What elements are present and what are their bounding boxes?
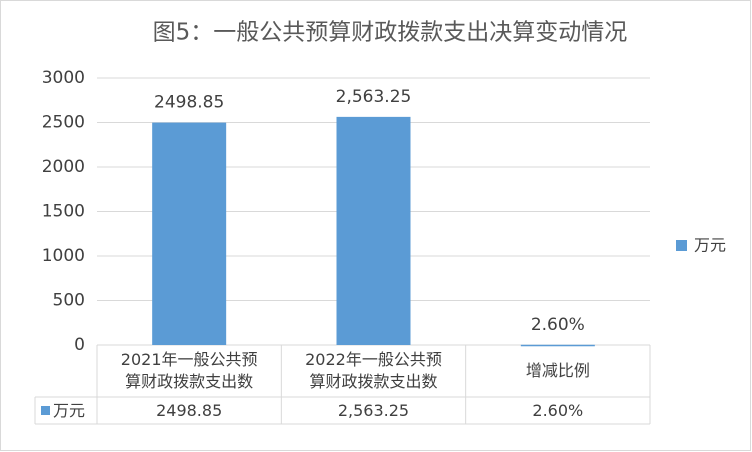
bar [152, 122, 227, 345]
category-label: 增减比例 [525, 361, 590, 380]
y-tick-label: 500 [53, 291, 85, 311]
chart-title: 图5：一般公共预算财政拨款支出决算变动情况 [153, 20, 628, 46]
y-tick-label: 2500 [42, 113, 85, 133]
data-label: 2498.85 [154, 93, 224, 113]
table-value: 2,563.25 [337, 400, 410, 420]
y-tick-label: 1500 [42, 202, 85, 222]
y-tick-label: 1000 [42, 246, 85, 266]
table-value: 2.60% [532, 400, 584, 420]
category-label: 2022年一般公共预算财政拨款支出数 [305, 350, 442, 391]
bar [520, 344, 595, 347]
data-label: 2,563.25 [336, 87, 412, 107]
legend-key [676, 240, 687, 251]
y-tick-label: 0 [74, 335, 85, 355]
category-label: 2021年一般公共预算财政拨款支出数 [120, 350, 258, 391]
bar [336, 116, 411, 345]
y-tick-label: 2000 [42, 157, 85, 177]
legend-label: 万元 [694, 236, 726, 255]
table-series-name: 万元 [53, 400, 86, 420]
data-label: 2.60% [531, 315, 585, 335]
table-legend-key [41, 406, 50, 415]
table-value: 2498.85 [156, 400, 223, 420]
y-tick-label: 3000 [42, 68, 85, 88]
